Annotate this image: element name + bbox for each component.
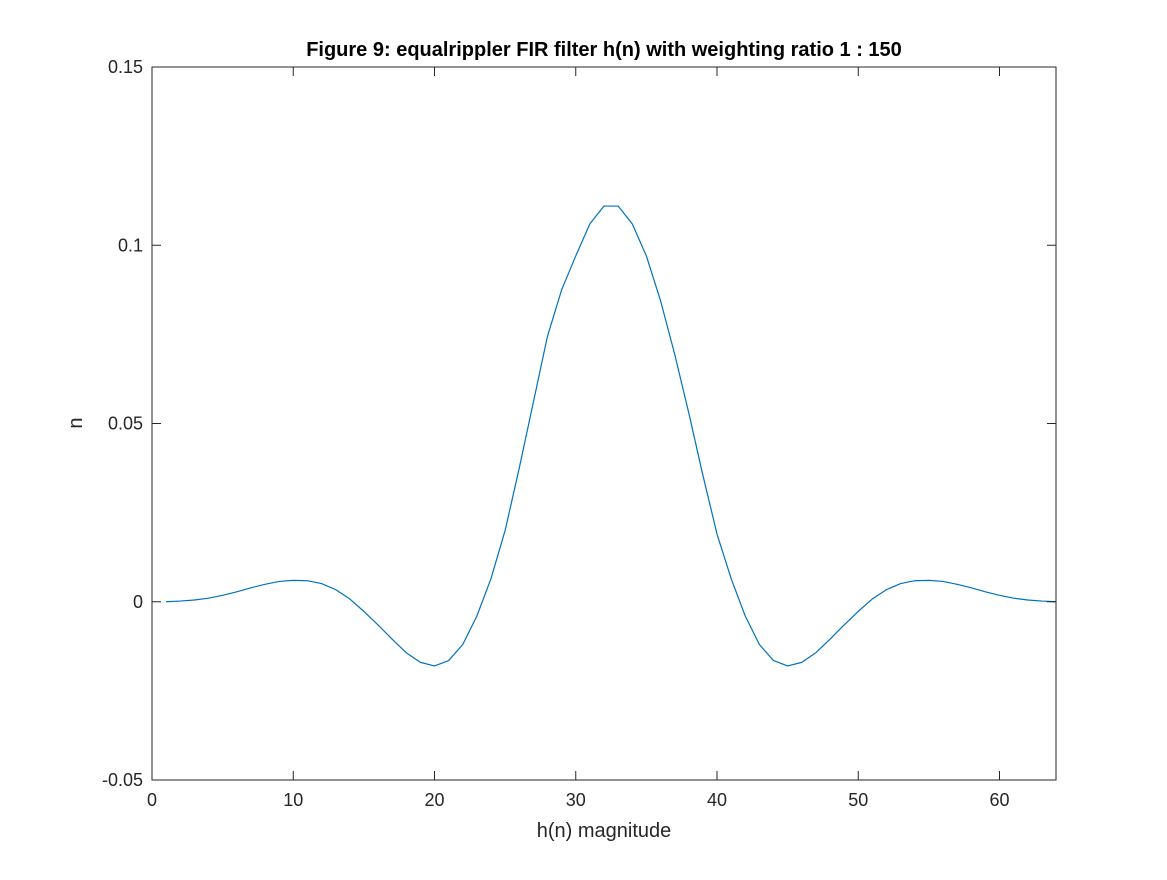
x-tick-label: 50 — [848, 790, 868, 810]
y-tick-label: 0.15 — [108, 57, 143, 77]
x-tick-label: 10 — [283, 790, 303, 810]
y-tick-label: 0.05 — [108, 414, 143, 434]
x-tick-label: 20 — [424, 790, 444, 810]
y-tick-label: -0.05 — [102, 770, 143, 790]
y-tick-label: 0.1 — [118, 235, 143, 255]
plot-area — [152, 67, 1056, 780]
axes-box — [151, 66, 1057, 781]
y-tick-label: 0 — [133, 592, 143, 612]
series-layer — [166, 205, 1057, 667]
x-tick-label: 60 — [989, 790, 1009, 810]
x-tick-label: 40 — [707, 790, 727, 810]
y-axis-label: n — [65, 417, 87, 428]
x-tick-label: 0 — [147, 790, 157, 810]
series-line — [166, 205, 1057, 667]
x-tick-label: 30 — [566, 790, 586, 810]
x-axis-label: h(n) magnitude — [537, 820, 672, 842]
chart-title: Figure 9: equalrippler FIR filter h(n) w… — [306, 39, 902, 61]
